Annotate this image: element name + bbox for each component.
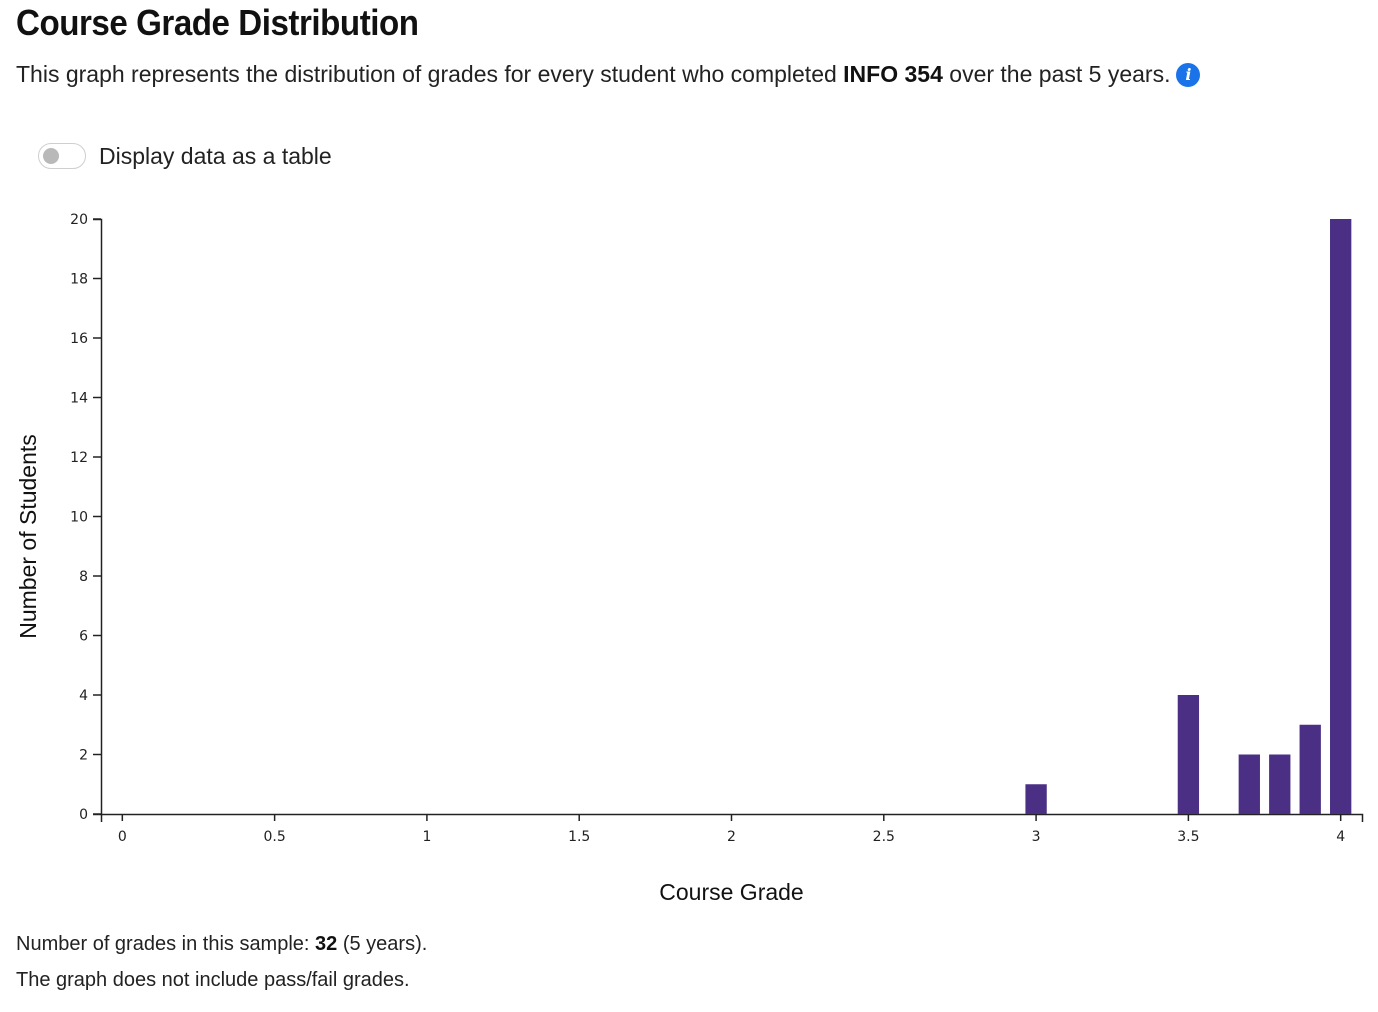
page-title: Course Grade Distribution [16, 2, 419, 43]
x-tick-label: 0.5 [263, 829, 285, 845]
bar [1177, 695, 1200, 814]
x-tick-label: 2.5 [873, 829, 895, 845]
y-tick-label: 20 [70, 212, 88, 228]
course-code: INFO 354 [843, 61, 943, 87]
display-table-toggle[interactable]: Display data as a table [38, 140, 332, 172]
info-icon[interactable]: i [1176, 63, 1201, 87]
y-tick-label: 16 [70, 331, 88, 347]
grade-distribution-chart: 0 2 4 6 8 10 12 14 16 18 20 0 0.5 1 1.5 2 2.5 3 3.5 4 Numb… [15, 212, 1364, 905]
sample-suffix: (5 years). [337, 933, 428, 955]
bar [1269, 754, 1291, 814]
x-tick-label: 2 [727, 829, 736, 845]
y-tick-label: 14 [70, 391, 88, 407]
toggle-knob [43, 148, 59, 164]
bar [1025, 784, 1047, 814]
x-axis-title: Course Grade [659, 879, 803, 905]
y-axis-title: Number of Students [15, 434, 41, 639]
bars [1025, 219, 1352, 814]
bar [1299, 724, 1321, 814]
x-tick-label: 0 [118, 829, 127, 845]
y-tick-label: 18 [70, 272, 88, 288]
y-tick-label: 2 [79, 748, 88, 764]
bar [1238, 754, 1260, 814]
x-tick-label: 4 [1336, 829, 1345, 845]
description-prefix: This graph represents the distribution o… [16, 61, 844, 87]
x-axis: 0 0.5 1 1.5 2 2.5 3 3.5 4 [100, 813, 1364, 845]
description-suffix: over the past 5 years. [942, 61, 1171, 87]
sample-prefix: Number of grades in this sample: [16, 933, 316, 955]
page-description: This graph represents the distribution o… [16, 58, 1201, 90]
x-tick-label: 1 [422, 829, 431, 845]
toggle-label: Display data as a table [99, 143, 332, 169]
y-axis: 0 2 4 6 8 10 12 14 16 18 20 [70, 212, 103, 823]
y-tick-label: 6 [79, 629, 88, 645]
sample-count: 32 [315, 933, 338, 955]
y-tick-label: 10 [70, 510, 88, 526]
x-tick-label: 3.5 [1177, 829, 1199, 845]
toggle-switch[interactable] [38, 143, 86, 169]
x-tick-label: 1.5 [568, 829, 590, 845]
x-tick-label: 3 [1032, 829, 1041, 845]
bar [1330, 219, 1352, 814]
sample-size-note: Number of grades in this sample: 32 (5 y… [16, 930, 427, 958]
pass-fail-note: The graph does not include pass/fail gra… [16, 969, 410, 991]
y-tick-label: 8 [79, 569, 88, 585]
y-tick-label: 0 [79, 807, 88, 823]
y-tick-label: 4 [79, 688, 88, 704]
y-tick-label: 12 [70, 450, 88, 466]
